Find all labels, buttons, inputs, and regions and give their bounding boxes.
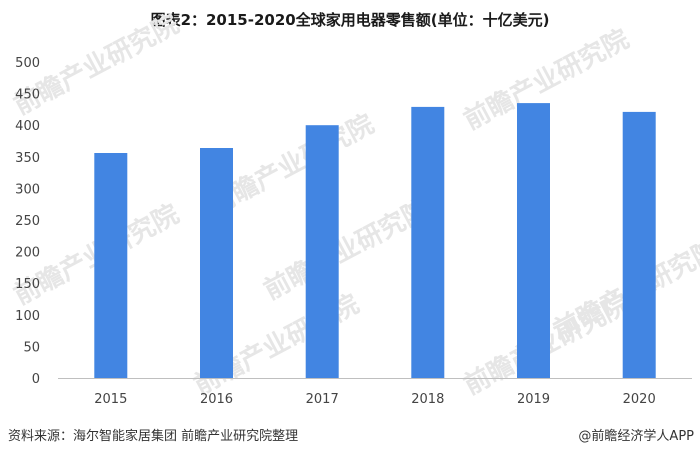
x-axis-ticks: 2015 2016 2017 2018 2019 2020 <box>94 392 655 407</box>
source-note: 资料来源：海尔智能家居集团 前瞻产业研究院整理 <box>8 429 299 444</box>
y-tick-label: 100 <box>15 309 40 324</box>
y-tick-label: 500 <box>15 56 40 71</box>
y-tick-label: 50 <box>23 340 40 355</box>
bar-2018 <box>411 106 445 379</box>
bar-2015 <box>94 153 128 378</box>
x-tick-label: 2018 <box>411 392 444 407</box>
y-tick-label: 0 <box>32 372 40 387</box>
chart-title: 图表2：2015-2020全球家用电器零售额(单位：十亿美元) <box>150 11 550 29</box>
x-tick-label: 2019 <box>517 392 550 407</box>
bar-2016 <box>200 148 233 378</box>
watermark-text: 前瞻产业研究院 <box>259 193 434 306</box>
y-tick-label: 450 <box>15 88 40 103</box>
y-tick-label: 200 <box>15 246 40 261</box>
bar-2017 <box>305 125 339 378</box>
y-tick-label: 150 <box>15 277 40 292</box>
x-tick-label: 2015 <box>94 392 127 407</box>
brand-label: @前瞻经济学人APP <box>578 429 694 444</box>
bars-layer <box>94 103 656 379</box>
bar-2019 <box>517 103 550 378</box>
bar-2020 <box>622 111 656 379</box>
x-tick-label: 2016 <box>200 392 233 407</box>
y-axis-ticks: 0 50 100 150 200 250 300 350 400 450 500 <box>15 56 40 387</box>
y-tick-label: 350 <box>15 151 40 166</box>
y-tick-label: 250 <box>15 214 40 229</box>
x-tick-label: 2017 <box>306 392 339 407</box>
y-tick-label: 300 <box>15 182 40 197</box>
y-tick-label: 400 <box>15 119 40 134</box>
x-tick-label: 2020 <box>623 392 656 407</box>
